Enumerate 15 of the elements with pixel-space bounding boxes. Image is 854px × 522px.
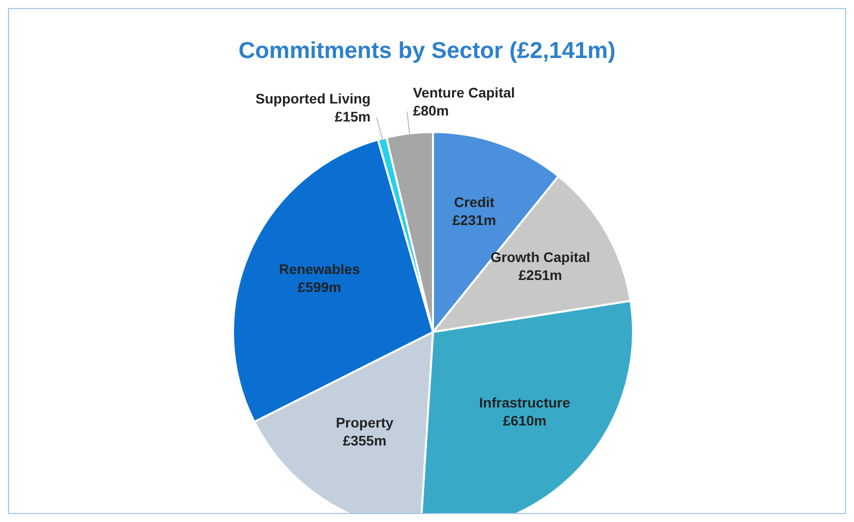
chart-title: Commitments by Sector (£2,141m) xyxy=(237,37,617,64)
slice-label: Credit xyxy=(454,194,495,210)
data-label: £15m xyxy=(334,108,371,124)
data-label: £80m xyxy=(413,102,449,119)
slice-label: Infrastructure xyxy=(479,394,570,411)
slice-label: Renewables xyxy=(278,261,360,278)
slice-label: Supported Living xyxy=(256,90,371,106)
data-label: £251m xyxy=(518,266,562,283)
slice-label: Growth Capital xyxy=(490,248,590,265)
slice-label: Property xyxy=(336,414,394,430)
data-label: £355m xyxy=(342,432,386,448)
data-label: £610m xyxy=(502,412,546,429)
data-label: £599m xyxy=(298,279,342,296)
data-label: £231m xyxy=(452,212,496,228)
slice-label: Venture Capital xyxy=(413,84,515,101)
